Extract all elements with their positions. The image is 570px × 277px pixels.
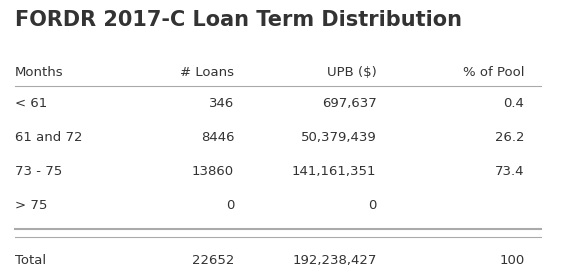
Text: 0.4: 0.4 (503, 97, 524, 110)
Text: FORDR 2017-C Loan Term Distribution: FORDR 2017-C Loan Term Distribution (15, 10, 462, 30)
Text: 192,238,427: 192,238,427 (292, 254, 377, 267)
Text: 0: 0 (226, 199, 234, 212)
Text: 0: 0 (368, 199, 377, 212)
Text: 8446: 8446 (201, 131, 234, 144)
Text: 697,637: 697,637 (322, 97, 377, 110)
Text: 100: 100 (499, 254, 524, 267)
Text: Months: Months (15, 66, 64, 79)
Text: 73.4: 73.4 (495, 165, 524, 178)
Text: 13860: 13860 (192, 165, 234, 178)
Text: % of Pool: % of Pool (463, 66, 524, 79)
Text: 61 and 72: 61 and 72 (15, 131, 83, 144)
Text: 346: 346 (209, 97, 234, 110)
Text: Total: Total (15, 254, 46, 267)
Text: < 61: < 61 (15, 97, 47, 110)
Text: # Loans: # Loans (180, 66, 234, 79)
Text: 22652: 22652 (192, 254, 234, 267)
Text: 141,161,351: 141,161,351 (292, 165, 377, 178)
Text: 26.2: 26.2 (495, 131, 524, 144)
Text: 73 - 75: 73 - 75 (15, 165, 62, 178)
Text: UPB ($): UPB ($) (327, 66, 377, 79)
Text: > 75: > 75 (15, 199, 47, 212)
Text: 50,379,439: 50,379,439 (301, 131, 377, 144)
